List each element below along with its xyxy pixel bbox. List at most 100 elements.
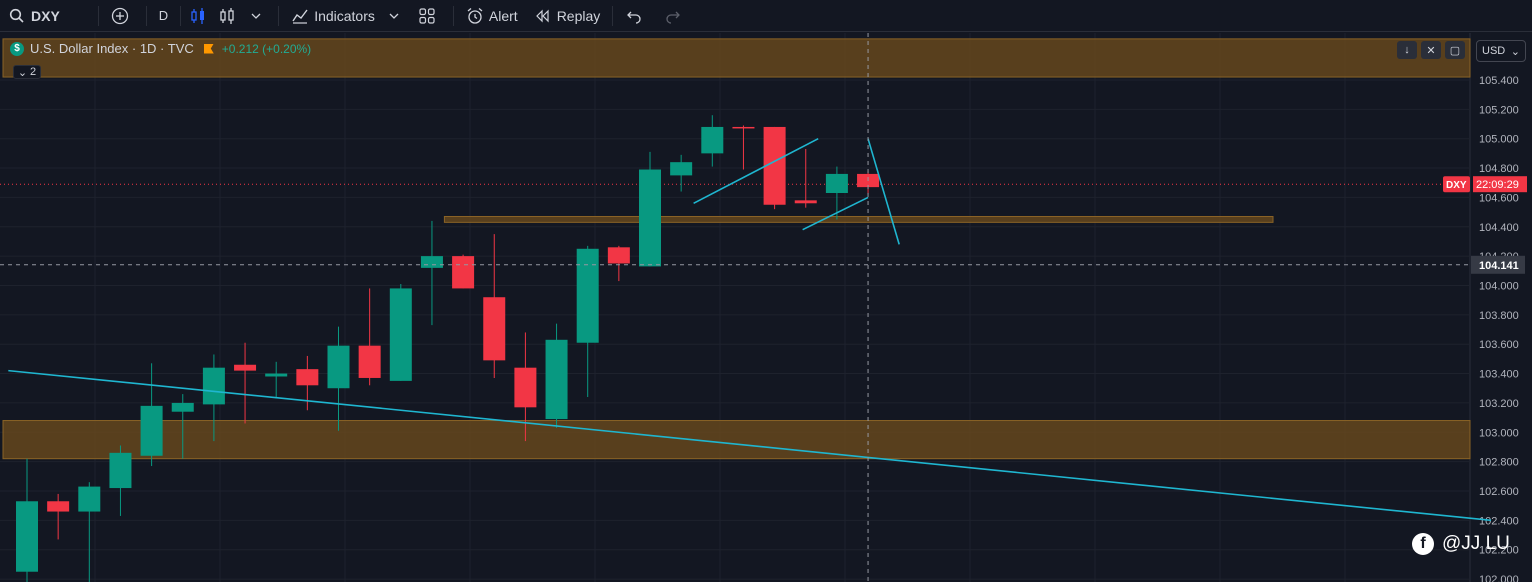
pane-controls: ↓ ✕ ▢ (1397, 41, 1465, 59)
candle-body (763, 126, 786, 205)
candle-body (576, 248, 599, 343)
rewind-icon (534, 7, 552, 25)
candle-body (389, 288, 412, 381)
undo-icon (625, 7, 643, 25)
grid-icon (418, 7, 436, 25)
indicators-dropdown[interactable] (383, 0, 410, 32)
maximize-icon[interactable]: ▢ (1445, 41, 1465, 59)
symbol-badge-label: DXY (1446, 180, 1467, 191)
y-tick-label: 102.400 (1479, 515, 1519, 527)
toolbar-divider (145, 5, 147, 26)
interval-button[interactable]: D (151, 0, 176, 32)
crosshair-price-label: 104.141 (1479, 260, 1519, 272)
hollow-candles-icon (218, 7, 236, 25)
indicators-label: Indicators (314, 7, 375, 24)
candle-body (16, 501, 38, 572)
candle-body (109, 452, 132, 489)
alarm-clock-icon (466, 7, 484, 25)
candle-body (545, 339, 568, 420)
y-tick-label: 102.200 (1479, 545, 1519, 557)
candle-body (639, 169, 661, 267)
candle-body (483, 297, 506, 361)
trend-line (867, 138, 900, 245)
compare-button[interactable] (103, 0, 142, 32)
redo-icon (664, 7, 682, 25)
alert-button[interactable]: Alert (458, 0, 526, 32)
candle-body (794, 200, 817, 204)
candle-body (420, 256, 443, 268)
chevron-down-icon: ⌄ (17, 66, 28, 79)
toolbar-divider (180, 5, 182, 26)
chart-pane[interactable]: 105.400 105.200 105.000 104.800 104.600 104.4… (0, 33, 1532, 582)
y-tick-label: 103.200 (1479, 398, 1519, 410)
templates-button[interactable] (410, 0, 449, 32)
candle-body (234, 364, 257, 371)
top-toolbar: DXY D Indicators (0, 0, 1532, 32)
y-tick-label: 104.000 (1479, 280, 1519, 292)
replay-button[interactable]: Replay (526, 0, 609, 32)
chevron-down-icon (247, 7, 265, 25)
toolbar-divider (452, 5, 454, 26)
search-icon (8, 7, 26, 25)
y-tick-label: 104.400 (1479, 222, 1519, 234)
plus-circle-icon (111, 7, 129, 25)
legend-collapse-toggle[interactable]: ⌄ 2 (13, 65, 41, 79)
collapse-icon[interactable]: ✕ (1421, 41, 1441, 59)
candle-body (140, 405, 163, 456)
y-tick-label: 103.000 (1479, 427, 1519, 439)
symbol-search[interactable]: DXY (0, 0, 68, 32)
replay-label: Replay (556, 7, 601, 24)
legend-title: U.S. Dollar Index · 1D · TVC (30, 41, 194, 56)
trend-line (693, 137, 819, 204)
indicators-button[interactable]: Indicators (283, 0, 383, 32)
y-tick-label: 102.000 (1479, 574, 1519, 582)
collapsed-count: 2 (30, 66, 37, 78)
chart-type-dropdown[interactable] (243, 0, 274, 32)
chart-type-bars-button[interactable] (216, 0, 243, 32)
support-resistance-zone (2, 420, 1471, 460)
candle-body (296, 369, 319, 386)
candle-body (701, 126, 724, 154)
dollar-icon: $ (10, 41, 24, 56)
y-tick-label: 102.600 (1479, 486, 1519, 498)
candle-body (607, 247, 630, 264)
countdown-badge-bg (1473, 176, 1527, 193)
y-tick-label: 105.000 (1479, 134, 1519, 146)
price-scale (1470, 33, 1532, 582)
candle-body (78, 486, 101, 512)
candle-body (47, 501, 70, 512)
symbol-badge-bg (1443, 176, 1470, 193)
candle-body (514, 367, 537, 408)
redo-button[interactable] (656, 0, 695, 32)
toolbar-divider (97, 5, 99, 26)
trend-line (8, 369, 1492, 522)
candle-body (670, 162, 693, 176)
flag-icon[interactable] (203, 43, 214, 54)
candle-body (265, 373, 288, 377)
candle-body (732, 126, 755, 129)
candle-body (327, 345, 350, 389)
currency-label: USD (1482, 45, 1506, 57)
chevron-down-icon: ⌄ (1510, 45, 1520, 58)
candle-body (825, 173, 848, 194)
support-resistance-zone (443, 215, 1274, 223)
trend-line (802, 196, 869, 231)
symbol-legend[interactable]: $ U.S. Dollar Index · 1D · TVC +0.212 (+… (10, 41, 311, 56)
currency-select[interactable]: USD ⌄ (1476, 40, 1526, 62)
arrow-down-icon[interactable]: ↓ (1397, 41, 1417, 59)
symbol-label: DXY (31, 7, 60, 24)
undo-button[interactable] (617, 0, 656, 32)
crosshair-price-label-bg (1471, 255, 1525, 274)
y-tick-label: 105.400 (1479, 75, 1519, 87)
interval-label: D (158, 8, 169, 23)
price-chart[interactable]: 105.400 105.200 105.000 104.800 104.600 104.4… (0, 33, 1532, 582)
y-tick-label: 102.800 (1479, 457, 1519, 469)
chevron-down-icon (385, 7, 403, 25)
y-tick-label: 104.800 (1479, 163, 1519, 175)
alert-label: Alert (488, 7, 518, 24)
candle-body (171, 402, 194, 412)
y-tick-label: 103.600 (1479, 339, 1519, 351)
watermark: f @JJ LU (1412, 533, 1510, 555)
chart-type-candles-button[interactable] (185, 0, 216, 32)
candle-body (202, 367, 225, 405)
